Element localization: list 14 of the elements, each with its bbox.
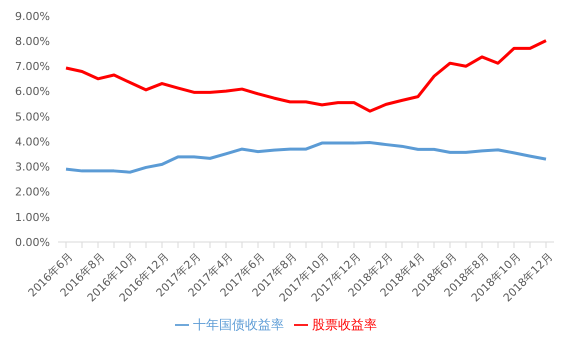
line-series: [64, 141, 548, 174]
y-tick-label: 7.00%: [15, 60, 50, 74]
y-tick-label: 9.00%: [15, 10, 50, 23]
y-tick-label: 6.00%: [15, 85, 50, 98]
legend-label: 十年国债收益率: [193, 318, 284, 333]
y-tick-label: 1.00%: [15, 210, 50, 224]
y-tick-label: 8.00%: [15, 35, 50, 48]
legend-label: 股票收益率: [312, 318, 377, 333]
y-tick-label: 3.00%: [15, 160, 50, 174]
line-series: [64, 39, 548, 113]
y-tick-label: 5.00%: [15, 110, 50, 124]
y-tick-label: 0.00%: [15, 236, 50, 249]
y-tick-label: 4.00%: [15, 135, 50, 148]
y-tick-label: 2.00%: [15, 186, 50, 199]
